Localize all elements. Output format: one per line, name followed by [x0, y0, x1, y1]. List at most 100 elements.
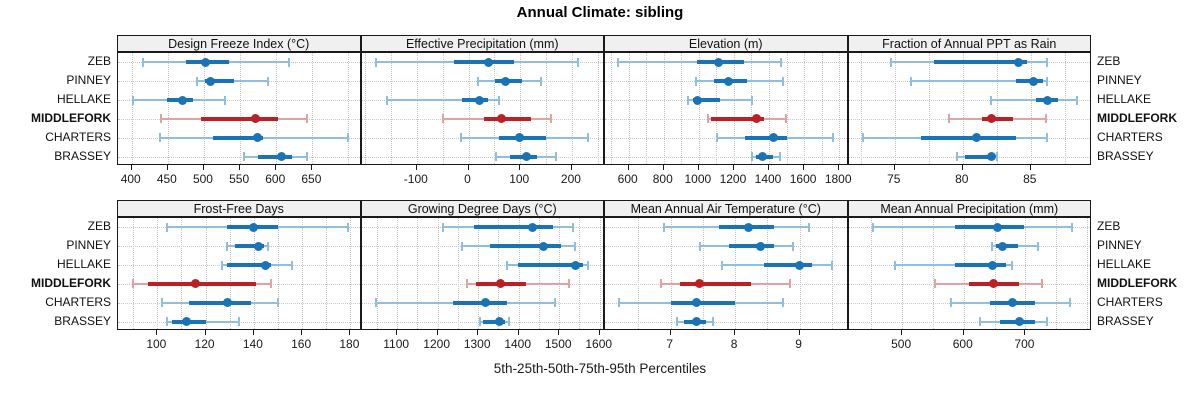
whisker-cap-low — [618, 298, 621, 308]
median-dot — [1029, 76, 1038, 86]
iqr-bar — [258, 154, 293, 159]
whisker-cap-low — [442, 222, 445, 232]
site-label-left-charters: CHARTERS — [45, 129, 111, 144]
whisker-cap-high — [574, 241, 577, 251]
gridline — [962, 53, 964, 164]
iqr-bar — [764, 263, 813, 268]
axis-tick — [311, 165, 313, 170]
iqr-bar — [955, 225, 1025, 230]
axis-tick-label: 1800 — [824, 172, 852, 186]
panel-title: Effective Precipitation (mm) — [405, 37, 559, 51]
panel-strip-7: Mean Annual Precipitation (mm) — [847, 200, 1091, 217]
whisker-cap-high — [346, 222, 349, 232]
whisker-cap-low — [142, 57, 145, 67]
median-dot — [1014, 317, 1024, 327]
axis-tick — [662, 165, 664, 170]
iqr-bar — [965, 154, 995, 159]
gridline — [839, 53, 841, 164]
gridline — [638, 218, 640, 329]
whisker-cap-high — [550, 114, 553, 124]
axis-tick-label: 1600 — [585, 337, 613, 351]
axis-tick-label: 9 — [795, 337, 802, 351]
axis-tick-label: 800 — [652, 172, 673, 186]
axis-tick-label: 500 — [192, 172, 213, 186]
iqr-bar — [955, 263, 1007, 268]
whisker-cap-low — [478, 317, 481, 327]
median-dot — [200, 57, 210, 67]
panel-title: Growing Degree Days (°C) — [407, 202, 557, 216]
median-dot — [756, 241, 766, 251]
axis-tick-label: 1200 — [423, 337, 450, 351]
site-label-left-brassey: BRASSEY — [54, 313, 111, 328]
row-guide — [605, 156, 847, 158]
panel-plot-7 — [847, 217, 1091, 330]
whisker-cap-low — [676, 317, 679, 327]
gridline — [205, 218, 207, 329]
whisker-cap-high — [554, 298, 557, 308]
gridline — [157, 218, 159, 329]
whisker-cap-high — [497, 95, 500, 105]
whisker-cap-low — [221, 260, 224, 270]
whisker-cap-high — [266, 76, 269, 86]
panel-strip-0: Design Freeze Index (°C) — [117, 35, 361, 52]
axis-tick — [519, 165, 521, 170]
whisker-cap-low — [375, 298, 378, 308]
gridline — [786, 53, 788, 164]
whisker-cap-low — [165, 317, 168, 327]
gridline — [312, 53, 314, 164]
whisker-cap-high — [346, 133, 349, 143]
median-dot — [724, 76, 734, 86]
axis-tick-label: 100 — [509, 172, 530, 186]
axis-tick-label: 1000 — [684, 172, 712, 186]
median-dot — [515, 133, 525, 143]
whisker-cap-low — [617, 57, 620, 67]
site-label-right-hellake: HELLAKE — [1097, 92, 1152, 107]
axis-tick-label: 0 — [464, 172, 471, 186]
whisker-cap-low — [706, 114, 709, 124]
whisker-cap-low — [990, 95, 993, 105]
site-label-left-middlefork: MIDDLEFORK — [31, 275, 111, 290]
whisker-cap-low — [910, 76, 913, 86]
row-guide — [848, 321, 1090, 323]
whisker-cap-low — [698, 241, 701, 251]
gridline — [1064, 53, 1066, 164]
whisker-cap-high — [238, 317, 241, 327]
whisker-cap-low — [721, 260, 724, 270]
gridline — [240, 53, 242, 164]
whisker-cap-high — [572, 222, 575, 232]
median-dot — [496, 279, 506, 289]
gridline — [538, 218, 540, 329]
iqr-bar — [981, 116, 1014, 121]
gridline — [302, 218, 304, 329]
axis-tick — [1029, 165, 1031, 170]
gridline — [253, 218, 255, 329]
panel-title: Design Freeze Index (°C) — [168, 37, 310, 51]
axis-tick — [803, 165, 805, 170]
median-dot — [971, 133, 981, 143]
whisker-line — [911, 80, 1048, 83]
axis-tick — [415, 165, 417, 170]
iqr-bar — [692, 98, 720, 103]
gridline — [518, 218, 520, 329]
row-guide — [605, 321, 847, 323]
gridline — [390, 53, 392, 164]
median-dot — [191, 279, 201, 289]
median-dot — [538, 241, 548, 251]
gridline — [276, 53, 278, 164]
gridline — [350, 218, 352, 329]
axis-tick-label: 600 — [265, 172, 286, 186]
whisker-cap-low — [160, 114, 163, 124]
iqr-bar — [227, 263, 271, 268]
axis-tick-label: 85 — [1023, 172, 1037, 186]
whisker-cap-high — [785, 114, 788, 124]
gridline — [611, 53, 613, 164]
axis-tick — [275, 165, 277, 170]
axis-tick-label: 550 — [229, 172, 250, 186]
median-dot — [1014, 57, 1024, 67]
iqr-bar — [147, 281, 257, 286]
panel-plot-5 — [360, 217, 604, 330]
gridline — [996, 53, 998, 164]
whisker-cap-low — [158, 133, 161, 143]
gridline — [437, 218, 439, 329]
